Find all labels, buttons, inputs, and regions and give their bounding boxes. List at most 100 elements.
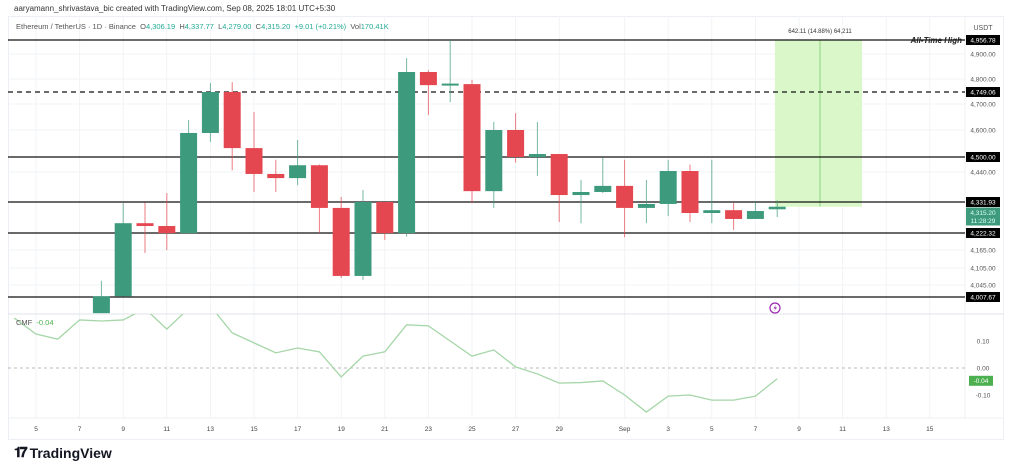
- volume-value: 170.41K: [360, 22, 389, 31]
- level-price-label: 4,222.32: [970, 231, 996, 238]
- candle: [725, 203, 743, 230]
- candle: [528, 121, 546, 176]
- candle: [594, 158, 612, 194]
- brand-name: TradingView: [29, 444, 112, 461]
- candle-body: [114, 223, 132, 297]
- candle-body: [550, 154, 568, 196]
- candle-body: [398, 72, 416, 234]
- cmf-line: [13, 314, 778, 413]
- candle: [310, 164, 328, 234]
- price-axis: 4,956.78 4,749.06 4,500.00 4,331.93 4,222.32…: [966, 35, 1000, 302]
- time-tick-label: 9: [121, 426, 125, 433]
- cmf-pane: 0.10 0.00 -0.10 -0.04: [8, 314, 993, 413]
- time-tick-label: 27: [512, 426, 520, 433]
- level-price-tag: [966, 87, 1000, 97]
- time-tick-label: 7: [78, 426, 82, 433]
- candle-body: [267, 173, 285, 179]
- level-price-label: 4,331.93: [970, 200, 996, 207]
- candle: [637, 180, 655, 224]
- candle-body: [136, 223, 154, 227]
- time-tick-label: 3: [666, 426, 670, 433]
- candle-body: [507, 130, 525, 157]
- time-tick-label: 11: [163, 426, 170, 433]
- symbol-legend: Ethereum / TetherUS · 1D · Binance O4,30…: [16, 22, 389, 31]
- level-price-tag: [966, 292, 1000, 302]
- time-tick-label: 15: [250, 426, 258, 433]
- tradingview-logo-icon: 𝟏𝟕: [14, 444, 28, 460]
- candle: [354, 190, 372, 280]
- cmf-value-tag-label: -0.04: [974, 378, 989, 385]
- candle-body: [528, 154, 546, 157]
- price-range-measure[interactable]: [775, 40, 862, 207]
- candle-body: [289, 165, 307, 179]
- candle: [485, 121, 503, 208]
- cmf-value-tag: [969, 375, 993, 386]
- candle-body: [158, 226, 176, 234]
- candle: [376, 201, 394, 240]
- cmf-tick-label: 0.10: [977, 339, 990, 346]
- candle-body: [768, 206, 786, 210]
- candle: [114, 203, 132, 297]
- price-tick-label: 4,105.00: [970, 266, 996, 273]
- price-tick-label: 4,800.00: [970, 77, 996, 84]
- price-tick-label: 4,700.00: [970, 102, 996, 109]
- candle: [550, 154, 568, 223]
- candle-body: [201, 92, 219, 133]
- time-axis: 5 7 9 11 13 15 17 19 21 23 25 27 29 Sep 3 5 7 9 11 13 15: [34, 426, 934, 433]
- level-price-label: 4,500.00: [970, 155, 996, 162]
- time-tick-label: 5: [34, 426, 38, 433]
- candle: [223, 82, 241, 171]
- candle-body: [637, 203, 655, 208]
- cmf-legend[interactable]: CMF -0.04: [16, 318, 54, 327]
- candle-body: [354, 201, 372, 276]
- candle-body: [92, 296, 110, 314]
- candle: [616, 159, 634, 238]
- candle-body: [616, 185, 634, 208]
- time-tick-label: 21: [381, 426, 389, 433]
- level-price-label: 4,749.06: [970, 90, 996, 97]
- cmf-tick-label: -0.10: [976, 393, 991, 400]
- candle: [681, 164, 699, 223]
- time-tick-label: 7: [754, 426, 758, 433]
- chart-frame: [8, 16, 1004, 440]
- time-tick-label: 23: [425, 426, 433, 433]
- candle: [659, 159, 677, 217]
- time-tick-label: 17: [294, 426, 302, 433]
- lightning-icon[interactable]: [769, 302, 781, 314]
- low-value: 4,279.00: [222, 22, 252, 31]
- candles: [92, 40, 786, 314]
- candle-body: [441, 83, 459, 86]
- level-price-tag: [966, 152, 1000, 162]
- candle: [332, 196, 350, 278]
- cmf-value: -0.04: [36, 318, 54, 327]
- time-tick-label: 29: [556, 426, 564, 433]
- price-tick-label: 4,045.00: [970, 283, 996, 290]
- time-tick-label: 9: [797, 426, 801, 433]
- candle-body: [463, 84, 481, 192]
- level-note-label: All-Time High: [910, 36, 963, 45]
- candle-body: [419, 72, 437, 86]
- candle: [201, 83, 219, 142]
- candle: [703, 159, 721, 224]
- measure-label: 642.11 (14.88%) 64,211: [788, 29, 852, 35]
- symbol-title[interactable]: Ethereum / TetherUS · 1D · Binance: [16, 22, 136, 31]
- time-tick-label: 11: [839, 426, 846, 433]
- candle-body: [572, 191, 590, 196]
- candle: [267, 159, 285, 192]
- last-price-tag: [966, 207, 1000, 226]
- candle-body: [180, 132, 198, 234]
- candle: [92, 280, 110, 314]
- candle-body: [332, 207, 350, 276]
- candle-body: [485, 130, 503, 192]
- candle: [158, 193, 176, 250]
- candle: [507, 113, 525, 163]
- time-tick-label: 13: [883, 426, 891, 433]
- time-tick-label: 5: [710, 426, 714, 433]
- price-tick-label: 4,600.00: [970, 128, 996, 135]
- time-tick-label: Sep: [619, 426, 631, 433]
- candle: [289, 139, 307, 186]
- level-price-tag: [966, 228, 1000, 238]
- close-value: 4,315.20: [261, 22, 291, 31]
- tradingview-logo[interactable]: 𝟏𝟕 TradingView: [14, 444, 112, 461]
